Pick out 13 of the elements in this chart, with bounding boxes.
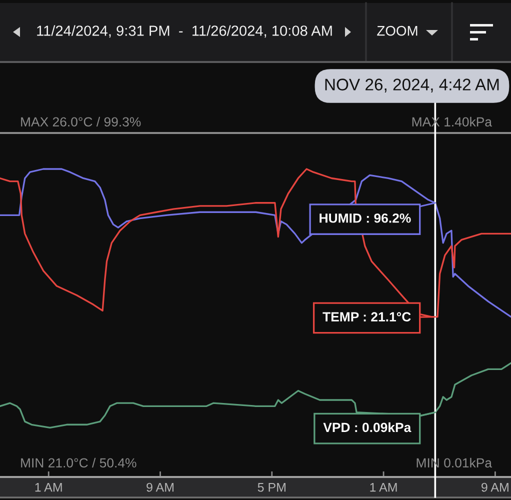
annotation: MIN 21.0°C / 50.4% xyxy=(21,458,136,468)
annotation: TEMP : 21.1°C xyxy=(322,312,411,322)
x-tick-label: 9 AM xyxy=(482,482,508,492)
annotation: VPD : 0.09kPa xyxy=(323,422,412,432)
ref-line-label: NOV 26, 2024, 4:42 AM xyxy=(325,78,499,92)
x-tick-label: 9 AM xyxy=(146,482,174,492)
text: MAX 26.0°C / 99.3% xyxy=(21,116,141,127)
chart-title: 11/24/2024, 9:31 PM - 11/26/2024, 10:08 AM xyxy=(37,25,332,38)
annotation: HUMID : 96.2% xyxy=(320,213,411,223)
x-tick-label: 1 AM xyxy=(35,483,62,492)
x-tick-label: 5 PM xyxy=(258,483,286,492)
x-tick-label: 1 AM xyxy=(370,483,397,492)
text: ZOOM xyxy=(377,26,418,36)
